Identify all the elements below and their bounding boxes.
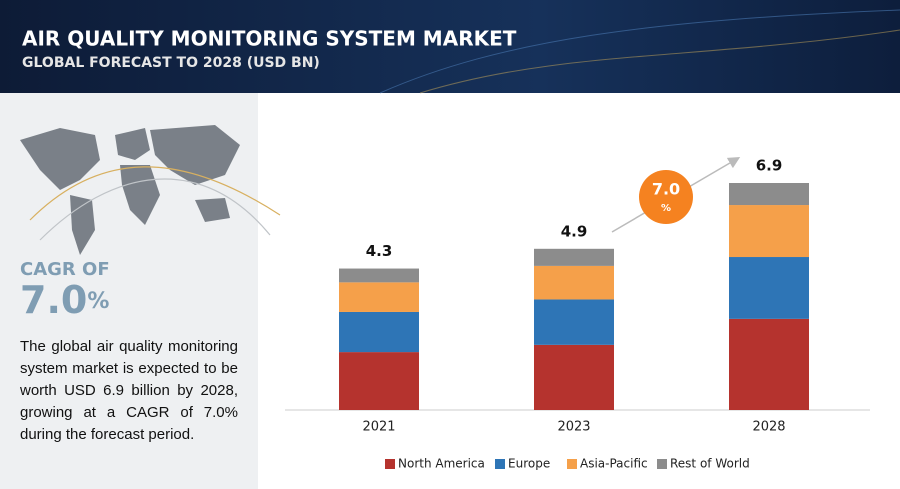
title: AIR QUALITY MONITORING SYSTEM MARKET [22, 27, 517, 51]
cagr-unit: % [87, 289, 109, 314]
bar-segment [339, 311, 419, 353]
header-streak [379, 9, 900, 94]
bar-segment [339, 268, 419, 283]
total-label: 4.3 [366, 242, 393, 260]
total-label: 6.9 [756, 157, 783, 175]
badge-unit: % [661, 203, 671, 214]
bar-segment [729, 257, 809, 319]
decor-curve [29, 166, 281, 221]
legend-swatch [657, 459, 667, 469]
bar-segment [339, 352, 419, 410]
bar-segment [729, 205, 809, 258]
cagr-badge [639, 170, 693, 224]
bar-segment [729, 318, 809, 410]
legend-label: Rest of World [670, 457, 750, 471]
subtitle: GLOBAL FORECAST TO 2028 (USD BN) [22, 55, 320, 71]
cagr-number: 7.0 [20, 278, 87, 322]
bar-segment [729, 183, 809, 206]
legend-label: Europe [508, 457, 550, 471]
legend-label: North America [398, 457, 485, 471]
decor-curve [39, 178, 271, 241]
cagr-label: CAGR OF [20, 259, 110, 280]
bar-segment [534, 299, 614, 345]
header-bg [0, 0, 900, 93]
bar-segment [534, 248, 614, 266]
bar-segment [339, 282, 419, 312]
total-label: 4.9 [561, 222, 588, 240]
legend-swatch [495, 459, 505, 469]
legend-label: Asia-Pacific [580, 457, 648, 471]
cagr-value: 7.0% [20, 278, 109, 322]
bar-segment [534, 265, 614, 300]
header-streak [419, 29, 900, 94]
x-tick-label: 2023 [557, 420, 590, 435]
x-tick-label: 2021 [362, 420, 395, 435]
legend-swatch [385, 459, 395, 469]
x-tick-label: 2028 [752, 420, 785, 435]
description: The global air quality monitoring system… [20, 338, 238, 443]
badge-value: 7.0 [652, 180, 680, 199]
legend-swatch [567, 459, 577, 469]
bar-segment [534, 344, 614, 410]
